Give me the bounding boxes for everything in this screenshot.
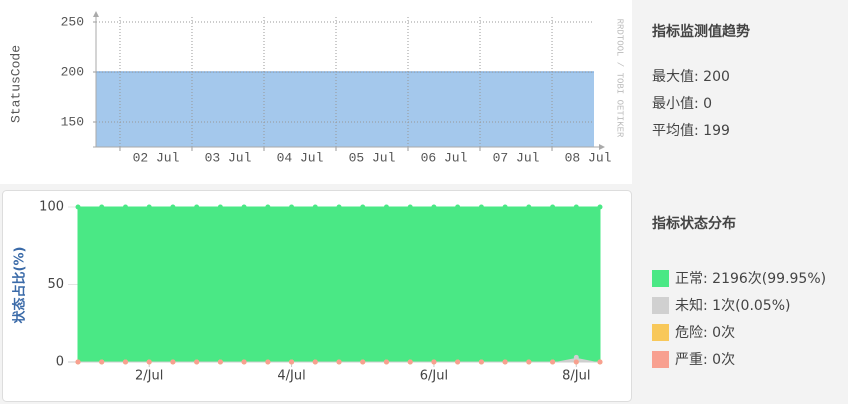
stat: 最大值: 200 (652, 69, 730, 85)
point (526, 204, 532, 210)
point (455, 204, 461, 210)
legend-swatch (652, 351, 669, 368)
point (99, 204, 105, 210)
legend-swatch (652, 324, 669, 341)
legend-swatch (652, 270, 669, 287)
point (550, 204, 556, 210)
point (289, 359, 295, 365)
y-tick-label: 100 (39, 200, 64, 215)
point (383, 204, 389, 210)
x-tick-label: 03 Jul (205, 150, 252, 165)
point (265, 204, 271, 210)
point (336, 204, 342, 210)
point (75, 359, 81, 365)
point (265, 359, 271, 365)
point (241, 204, 247, 210)
point (573, 354, 579, 360)
x-tick-label: 8/Jul (562, 369, 590, 384)
point (99, 359, 105, 365)
point (194, 359, 200, 365)
point (289, 204, 295, 210)
point (360, 204, 366, 210)
legend-label: 严重: 0次 (675, 352, 735, 368)
point (360, 359, 366, 365)
point (502, 359, 508, 365)
point (170, 359, 176, 365)
watermark: RRDTOOL / TOBI OETIKER (615, 19, 625, 138)
y-tick-label: 0 (56, 355, 64, 370)
y-tick-label: 250 (61, 14, 84, 29)
point (122, 359, 128, 365)
point (217, 204, 223, 210)
point (431, 204, 437, 210)
point (146, 359, 152, 365)
legend-label: 正常: 2196次(99.95%) (675, 271, 826, 287)
point (75, 204, 81, 210)
area (77, 206, 601, 363)
point (170, 204, 176, 210)
point (597, 359, 603, 365)
stat: 平均值: 199 (652, 123, 730, 139)
x-tick-label: 02 Jul (133, 150, 180, 165)
trend-title: 指标监测值趋势 (652, 23, 750, 40)
point (312, 359, 318, 365)
point (312, 204, 318, 210)
axis-arrow (93, 11, 99, 17)
x-tick-label: 08 Jul (565, 150, 612, 165)
point (526, 359, 532, 365)
x-tick-label: 05 Jul (349, 150, 396, 165)
point (502, 204, 508, 210)
point (478, 359, 484, 365)
point (407, 359, 413, 365)
legend-swatch (652, 297, 669, 314)
area (96, 72, 594, 147)
y-axis-label: StatusCode (8, 45, 23, 123)
point (146, 204, 152, 210)
y-axis-label: 状态占比(%) (12, 247, 28, 324)
x-tick-label: 07 Jul (493, 150, 540, 165)
point (241, 359, 247, 365)
point (573, 204, 579, 210)
point (597, 204, 603, 210)
y-tick-label: 200 (61, 64, 84, 79)
point (194, 204, 200, 210)
legend-label: 未知: 1次(0.05%) (675, 297, 790, 314)
stat: 最小值: 0 (652, 96, 712, 112)
legend-label: 危险: 0次 (675, 325, 735, 341)
point (550, 359, 556, 365)
x-tick-label: 4/Jul (277, 369, 305, 384)
point (336, 359, 342, 365)
point (407, 204, 413, 210)
y-tick-label: 50 (47, 277, 64, 292)
point (122, 204, 128, 210)
x-tick-label: 04 Jul (277, 150, 324, 165)
dist-title: 指标状态分布 (652, 215, 736, 232)
point (217, 359, 223, 365)
point (383, 359, 389, 365)
point (573, 359, 579, 365)
x-tick-label: 6/Jul (420, 369, 448, 384)
x-tick-label: 06 Jul (421, 150, 468, 165)
y-tick-label: 150 (61, 114, 84, 129)
point (431, 359, 437, 365)
axis-arrow (599, 144, 605, 150)
point (455, 359, 461, 365)
x-tick-label: 2/Jul (135, 369, 163, 384)
point (478, 204, 484, 210)
